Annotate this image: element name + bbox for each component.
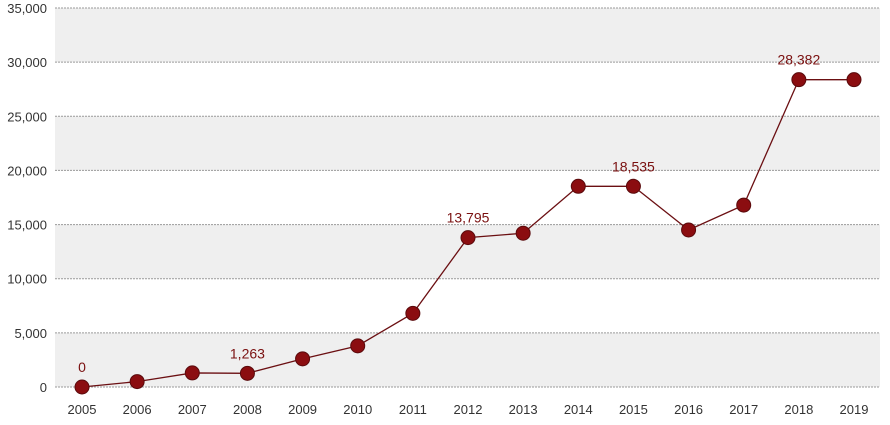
x-tick-label: 2009 [288, 402, 317, 417]
data-labels: 0 1,263 13,795 18,535 28,382 [78, 52, 820, 375]
data-label: 18,535 [612, 158, 655, 174]
x-tick-label: 2010 [343, 402, 372, 417]
x-tick-label: 2008 [233, 402, 262, 417]
data-label: 13,795 [447, 210, 490, 226]
data-point [350, 338, 366, 354]
data-point [625, 178, 641, 194]
data-label: 1,263 [230, 345, 265, 361]
data-point [515, 225, 531, 241]
x-tick-label: 2014 [564, 402, 593, 417]
data-point [295, 351, 311, 367]
x-tick-label: 2005 [68, 402, 97, 417]
data-point [846, 72, 862, 88]
x-tick-label: 2018 [784, 402, 813, 417]
data-label: 28,382 [777, 52, 820, 68]
y-tick-label: 35,000 [7, 1, 47, 16]
data-points [74, 72, 862, 395]
y-tick-label: 15,000 [7, 218, 47, 233]
data-point [74, 379, 90, 395]
background-bands [55, 8, 880, 387]
data-point [681, 222, 697, 238]
x-tick-label: 2019 [840, 402, 869, 417]
data-label: 0 [78, 359, 86, 375]
x-tick-label: 2007 [178, 402, 207, 417]
y-tick-label: 0 [40, 380, 47, 395]
y-tick-label: 30,000 [7, 55, 47, 70]
y-tick-label: 10,000 [7, 272, 47, 287]
data-point [791, 72, 807, 88]
y-tick-label: 20,000 [7, 163, 47, 178]
x-tick-label: 2012 [454, 402, 483, 417]
data-point [736, 197, 752, 213]
x-tick-label: 2013 [509, 402, 538, 417]
data-point [570, 178, 586, 194]
band-30000-35000 [55, 8, 880, 63]
band-20000-25000 [55, 116, 880, 171]
x-tick-label: 2011 [399, 402, 427, 417]
data-point [460, 230, 476, 246]
data-point [129, 374, 145, 390]
gridlines [55, 7, 880, 388]
band-0-5000 [55, 332, 880, 387]
data-point [405, 305, 421, 321]
y-tick-label: 5,000 [14, 326, 47, 341]
x-tick-label: 2015 [619, 402, 648, 417]
y-axis: 0 5,000 10,000 15,000 20,000 25,000 30,000 35,0… [7, 1, 47, 395]
data-point [184, 365, 200, 381]
y-tick-label: 25,000 [7, 109, 47, 124]
x-axis: 2005 2006 2007 2008 2009 2010 2011 2012 2013 2014… [68, 402, 869, 417]
data-point [239, 365, 255, 381]
x-tick-label: 2006 [123, 402, 152, 417]
x-tick-label: 2016 [674, 402, 703, 417]
x-tick-label: 2017 [729, 402, 758, 417]
